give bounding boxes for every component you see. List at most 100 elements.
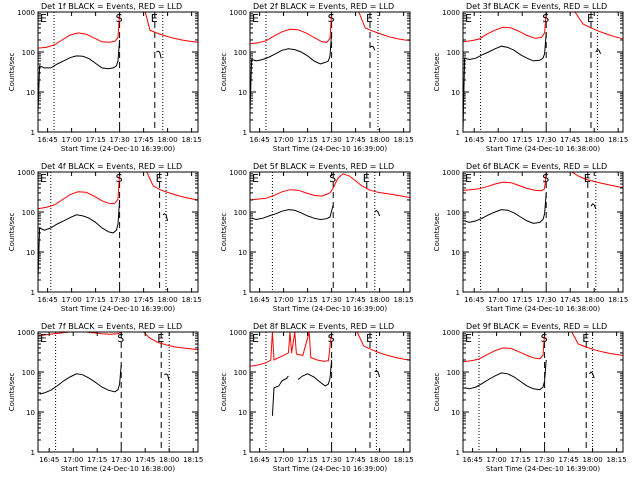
y-tick-label: 1000	[442, 169, 460, 177]
y-tick-label: 100	[234, 369, 247, 377]
panel-title: Det 5f BLACK = Events, RED = LLD	[253, 162, 394, 171]
events-series-line	[251, 204, 381, 221]
x-tick-label: 17:45	[346, 296, 366, 304]
x-tick-label: 18:15	[182, 136, 202, 144]
event-marker-label: E	[465, 172, 472, 185]
events-series-line	[39, 364, 170, 395]
y-axis-label: Counts/sec	[8, 53, 16, 92]
event-marker-label: E	[252, 172, 259, 185]
y-tick-label: 1	[31, 289, 35, 297]
event-marker-label: E	[465, 332, 472, 345]
event-marker-label: S	[542, 172, 549, 185]
panel-title: Det 1f BLACK = Events, RED = LLD	[41, 2, 182, 11]
panel-title: Det 6f BLACK = Events, RED = LLD	[466, 162, 607, 171]
x-tick-label: 18:15	[183, 456, 203, 464]
x-tick-label: 17:00	[274, 456, 294, 464]
x-tick-label: 17:15	[298, 296, 318, 304]
event-marker-label: E	[582, 332, 589, 345]
y-axis-label: Counts/sec	[220, 53, 228, 92]
x-tick-label: 17:00	[274, 136, 294, 144]
x-tick-label: 17:15	[298, 456, 318, 464]
y-axis-label: Counts/sec	[433, 53, 441, 92]
x-tick-label: 16:45	[464, 296, 484, 304]
y-tick-label: 1000	[17, 9, 35, 17]
event-marker-label: S	[329, 172, 336, 185]
lld-series-line	[249, 11, 411, 45]
x-tick-label: 17:45	[346, 136, 366, 144]
lld-series-line	[462, 331, 624, 363]
events-series-line	[271, 359, 381, 416]
x-tick-label: 17:15	[512, 136, 532, 144]
events-series-line	[464, 359, 595, 391]
events-series-line	[37, 39, 162, 113]
event-marker-label: E	[157, 332, 164, 345]
panel-title: Det 3f BLACK = Events, RED = LLD	[466, 2, 607, 11]
x-tick-label: 17:45	[134, 296, 154, 304]
plot-frame	[249, 11, 411, 133]
lld-series-line	[462, 11, 624, 43]
x-tick-label: 18:00	[370, 136, 390, 144]
x-tick-label: 17:00	[488, 296, 508, 304]
y-tick-label: 1	[31, 449, 35, 457]
y-tick-label: 100	[447, 49, 460, 57]
y-tick-label: 1	[31, 129, 35, 137]
x-tick-label: 18:00	[584, 296, 604, 304]
x-axis-label: Start Time (24-Dec-10 16:38:00)	[486, 305, 600, 313]
x-tick-label: 17:30	[322, 296, 342, 304]
panel-4: Det 4f BLACK = Events, RED = LLD 16:45 17:…	[8, 162, 202, 313]
panel-8: Det 8f BLACK = Events, RED = LLD 16:45 17:…	[220, 322, 414, 473]
panel-title: Det 8f BLACK = Events, RED = LLD	[253, 322, 394, 331]
y-axis-label: Counts/sec	[433, 373, 441, 412]
y-tick-label: 100	[447, 209, 460, 217]
event-marker-label: S	[116, 12, 123, 25]
x-tick-label: 16:45	[38, 296, 58, 304]
x-tick-label: 18:15	[608, 136, 628, 144]
y-tick-label: 10	[451, 409, 460, 417]
event-marker-label: S	[541, 332, 548, 345]
plot-frame	[37, 11, 199, 133]
x-tick-label: 18:00	[159, 456, 179, 464]
x-tick-label: 17:30	[110, 136, 130, 144]
x-tick-label: 17:30	[536, 136, 556, 144]
x-tick-label: 18:15	[182, 296, 202, 304]
x-tick-label: 18:00	[583, 456, 603, 464]
y-tick-label: 10	[26, 409, 35, 417]
x-axis-label: Start Time (24-Dec-10 16:39:00)	[486, 465, 600, 473]
y-tick-label: 1	[456, 449, 460, 457]
panel-5: Det 5f BLACK = Events, RED = LLD 16:45 17:…	[220, 162, 414, 313]
x-tick-label: 17:45	[346, 456, 366, 464]
y-tick-label: 1000	[442, 329, 460, 337]
y-tick-label: 10	[26, 89, 35, 97]
x-tick-label: 18:15	[608, 296, 628, 304]
x-axis-label: Start Time (24-Dec-10 16:38:00)	[61, 465, 175, 473]
lld-series-line	[249, 331, 411, 367]
event-marker-label: E	[252, 332, 259, 345]
events-series-line	[464, 192, 597, 224]
events-series-line	[462, 32, 602, 133]
panel-6: Det 6f BLACK = Events, RED = LLD 16:45 17:…	[433, 162, 628, 313]
x-tick-label: 17:30	[535, 456, 555, 464]
events-series-line	[249, 32, 376, 113]
y-tick-label: 1000	[229, 329, 247, 337]
y-axis-label: Counts/sec	[8, 213, 16, 252]
lld-series-line	[462, 171, 624, 192]
y-tick-label: 1000	[442, 9, 460, 17]
event-marker-label: E	[363, 172, 370, 185]
event-marker-label: S	[117, 332, 124, 345]
x-tick-label: 17:15	[86, 296, 106, 304]
x-tick-label: 17:45	[560, 296, 580, 304]
event-marker-label: E	[40, 12, 47, 25]
x-axis-label: Start Time (24-Dec-10 16:39:00)	[273, 465, 387, 473]
x-tick-label: 17:30	[111, 456, 131, 464]
x-tick-label: 16:45	[250, 456, 270, 464]
x-tick-label: 17:15	[86, 136, 106, 144]
x-tick-label: 17:30	[322, 136, 342, 144]
y-tick-label: 1000	[229, 169, 247, 177]
event-marker-label: S	[328, 332, 335, 345]
y-tick-label: 100	[234, 49, 247, 57]
y-axis-label: Counts/sec	[220, 373, 228, 412]
panel-7: Det 7f BLACK = Events, RED = LLD 16:45 17:…	[8, 322, 203, 473]
x-tick-label: 17:30	[322, 456, 342, 464]
x-tick-label: 17:00	[63, 456, 83, 464]
